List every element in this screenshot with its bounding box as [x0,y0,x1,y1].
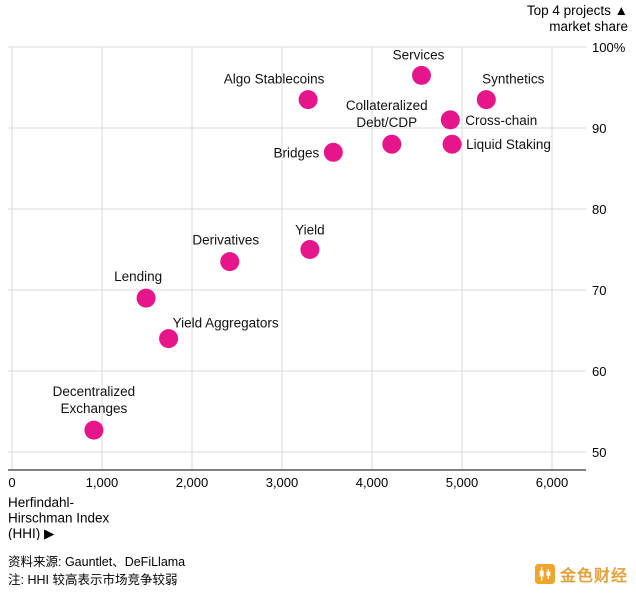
tick-labels: 0 1,000 2,000 3,000 4,000 5,000 6,000 50 60 70 80 9… [8,40,625,490]
data-point-collateralized-debt-cdp [382,134,402,154]
point-label-algo-stablecoins: Algo Stablecoins [224,72,325,87]
x-tick-label: 4,000 [356,475,389,490]
point-label-collateralized-debt-cdp: Collateralized [346,98,428,113]
x-tick-label: 5,000 [446,475,479,490]
methodology-note: 注: HHI 较高表示市场竞争较弱 [8,573,178,587]
data-point-services [412,65,431,85]
data-point-decentralized-exchanges [84,420,104,440]
point-label-yield-aggregators: Yield Aggregators [173,316,279,331]
point-label-collateralized-debt-cdp: Debt/CDP [356,115,417,130]
data-point-liquid-staking [442,134,462,154]
point-label-cross-chain: Cross-chain [465,113,537,128]
point-label-derivatives: Derivatives [192,233,259,248]
gridlines [8,46,586,470]
x-tick-label: 6,000 [536,475,569,490]
point-label-synthetics: Synthetics [482,72,545,87]
svg-text:(HHI) ▶: (HHI) ▶ [8,526,55,540]
svg-text:Herfindahl-: Herfindahl- [8,495,74,510]
brand-name: 金色财经 [559,568,628,585]
scatter-chart: 0 1,000 2,000 3,000 4,000 5,000 6,000 50 60 70 80 9… [8,3,628,540]
point-label-bridges: Bridges [274,145,320,160]
y-tick-label: 50 [592,445,606,460]
data-point-synthetics [476,90,496,110]
x-tick-label: 1,000 [86,475,119,490]
svg-text:Top 4 projects ▲: Top 4 projects ▲ [527,3,628,18]
point-label-decentralized-exchanges: Decentralized [53,384,136,399]
data-point-algo-stablecoins [298,90,318,110]
data-point-lending [136,288,156,308]
data-point-cross-chain [440,110,460,130]
point-label-liquid-staking: Liquid Staking [466,137,551,152]
y-tick-label: 80 [592,202,606,217]
point-labels: Decentralized Exchanges Lending Yield Aggre… [53,47,551,416]
data-points [84,65,496,440]
source-note: 资料来源: Gauntlet、DeFiLlama [8,555,186,569]
y-tick-label: 100% [592,40,626,55]
point-label-lending: Lending [114,269,162,284]
svg-text:market share: market share [549,19,628,34]
jinse-logo-icon [534,564,555,584]
point-label-services: Services [393,47,445,62]
data-point-yield [300,240,320,259]
x-tick-label: 2,000 [176,475,209,490]
x-tick-label: 3,000 [266,475,299,490]
point-label-decentralized-exchanges: Exchanges [61,401,128,416]
point-label-yield: Yield [295,223,325,238]
x-axis-title: Herfindahl-Hirschman Index(HHI) ▶ [8,495,110,540]
y-tick-label: 60 [592,364,606,379]
brand: 金色财经 [534,562,628,586]
y-tick-label: 70 [592,283,606,298]
data-point-derivatives [220,252,240,272]
svg-text:Hirschman Index: Hirschman Index [8,511,110,526]
data-point-yield-aggregators [159,329,179,349]
x-tick-label: 0 [8,475,15,490]
y-tick-label: 90 [592,121,606,136]
y-axis-title: Top 4 projects ▲market share [527,3,628,34]
data-point-bridges [323,142,343,162]
